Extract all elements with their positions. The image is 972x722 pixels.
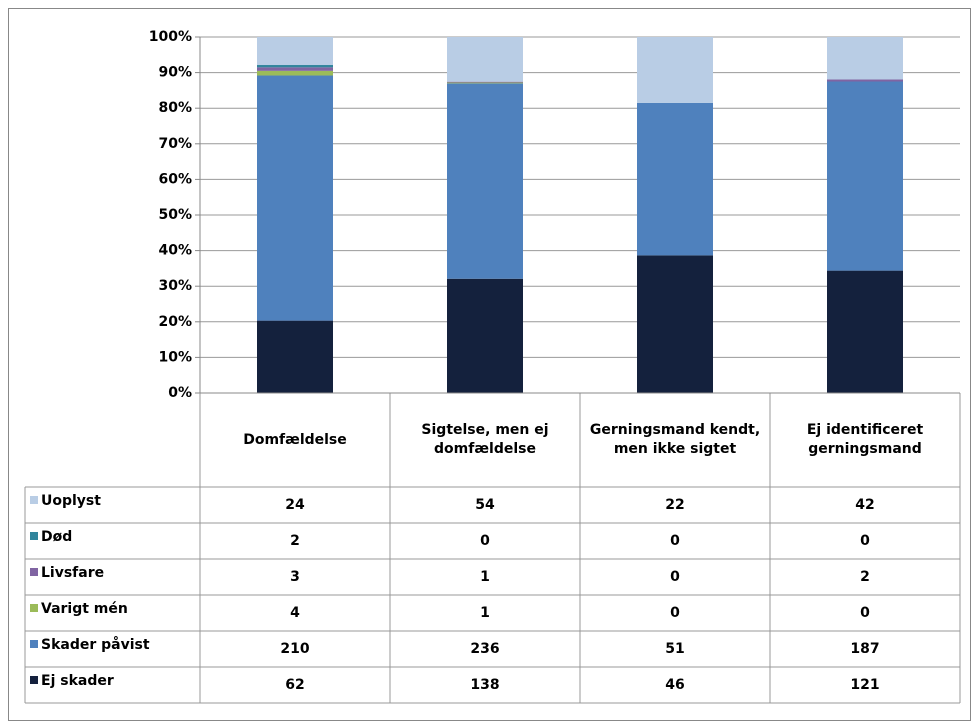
table-value: 236 [470,641,499,657]
table-value: 2 [860,569,870,585]
bar-segment [637,102,713,256]
legend-label: Livsfare [41,565,104,581]
bar-segment [447,81,523,83]
bar-segment [637,37,713,103]
y-tick-label: 90% [158,65,192,81]
y-tick-label: 70% [158,136,192,152]
legend-swatch [30,496,38,504]
bar-segment [257,37,333,66]
y-tick-label: 80% [158,100,192,116]
bar-segment [257,67,333,71]
table-value: 138 [470,677,499,693]
bar-segment [447,37,523,82]
bar-segment [827,79,903,82]
table-value: 2 [290,533,300,549]
table-value: 22 [665,497,684,513]
legend-swatch [30,568,38,576]
y-tick-label: 0% [168,385,192,401]
y-tick-label: 40% [158,243,192,259]
table-value: 4 [290,605,300,621]
bar-segment [827,270,903,393]
y-tick-label: 60% [158,171,192,187]
legend-swatch [30,532,38,540]
legend-label: Ej skader [41,673,114,689]
legend-label: Varigt mén [41,601,128,617]
y-tick-label: 20% [158,314,192,330]
legend-label: Skader påvist [41,636,150,653]
y-tick-label: 50% [158,207,192,223]
bar-segment [827,81,903,271]
x-tick-label: Domfældelse [243,431,347,448]
legend-swatch [30,676,38,684]
x-tick-label: Sigtelse, men ej domfældelse [421,422,549,457]
bar-segment [827,37,903,80]
table-value: 0 [670,533,680,549]
bar-segment [447,278,523,393]
x-tick-label: Gerningsmand kendt, men ikke sigtet [589,422,761,457]
table-value: 54 [475,497,495,513]
table-value: 0 [860,533,870,549]
bar-segment [257,65,333,68]
legend-swatch [30,640,38,648]
table-value: 1 [480,569,490,585]
table-value: 121 [850,677,879,693]
legend-label: Død [41,529,72,545]
table-value: 0 [670,569,680,585]
y-tick-label: 10% [158,349,192,365]
bar-segment [257,75,333,321]
table-value: 46 [665,677,684,693]
table-value: 1 [480,605,490,621]
table-value: 0 [480,533,490,549]
bar-segment [447,82,523,84]
table-value: 0 [670,605,680,621]
x-tick-label: Ej identificeret gerningsmand [806,422,924,457]
y-tick-label: 30% [158,278,192,294]
legend-label: Uoplyst [41,493,101,509]
bar-segment [257,320,333,393]
bar-segment [637,255,713,393]
table-value: 42 [855,497,874,513]
y-tick-label: 100% [149,29,192,45]
legend-swatch [30,604,38,612]
table-value: 187 [850,641,879,657]
table-value: 210 [280,641,309,657]
bar-segment [447,83,523,279]
table-value: 3 [290,569,300,585]
table-value: 51 [665,641,684,657]
table-value: 0 [860,605,870,621]
table-value: 24 [285,497,305,513]
bar-segment [257,70,333,76]
table-value: 62 [285,677,304,693]
